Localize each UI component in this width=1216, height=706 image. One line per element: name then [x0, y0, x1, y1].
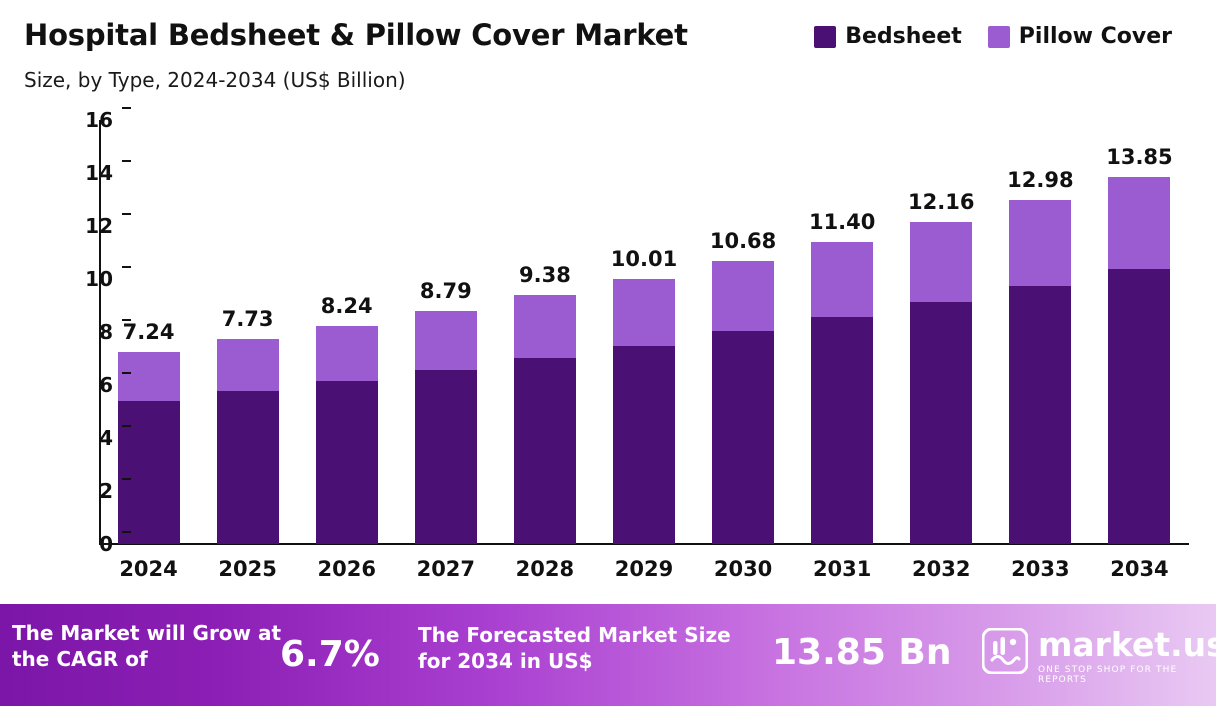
legend-label: Bedsheet	[845, 24, 962, 49]
bar-column[interactable]: 7.24	[117, 320, 180, 544]
y-axis-tick-label: 8	[53, 319, 131, 344]
brand-name: market.us	[1038, 625, 1216, 664]
bar-segment-pillow-cover[interactable]	[315, 325, 378, 381]
bar-total-label: 12.98	[1007, 168, 1074, 193]
x-axis-label: 2025	[218, 557, 277, 581]
plot-area: 7.24 7.73 8.24 8.79 9.38 10.01 10.68 11.40 12.16…	[99, 120, 1189, 544]
bar-total-label: 8.79	[419, 279, 472, 304]
bar-segment-bedsheet[interactable]	[1108, 269, 1171, 544]
bar-segment-bedsheet[interactable]	[216, 390, 279, 544]
bar-total-label: 7.73	[221, 307, 274, 332]
chart-legend: Bedsheet Pillow Cover	[814, 24, 1172, 49]
bar-segment-pillow-cover[interactable]	[216, 339, 279, 391]
brand-tagline: ONE STOP SHOP FOR THE REPORTS	[1038, 665, 1178, 685]
y-axis-tick-label: 2	[53, 478, 131, 503]
y-axis-tick-mark	[122, 266, 131, 268]
bar-segment-pillow-cover[interactable]	[117, 352, 180, 401]
y-axis-tick-mark	[122, 478, 131, 480]
bar-segment-pillow-cover[interactable]	[613, 278, 675, 346]
bar-column[interactable]: 12.16	[908, 190, 974, 544]
cagr-label: The Market will Grow at the CAGR of	[12, 621, 282, 671]
bar-total-label: 13.85	[1106, 144, 1173, 169]
bar-total-label: 12.16	[908, 189, 975, 214]
legend-swatch-icon	[814, 25, 837, 48]
bar-total-label: 10.01	[610, 246, 678, 271]
bar-total-label: 8.24	[320, 293, 373, 318]
market-us-logo-icon	[981, 627, 1029, 675]
bar-column[interactable]: 11.40	[809, 210, 875, 544]
x-axis-label: 2026	[317, 557, 376, 581]
bar-total-label: 11.40	[808, 209, 876, 234]
x-axis-label: 2029	[614, 557, 674, 581]
bar-total-label: 7.24	[122, 320, 175, 345]
page-title: Hospital Bedsheet & Pillow Cover Market	[24, 18, 688, 52]
bar-segment-pillow-cover[interactable]	[712, 261, 775, 332]
bar-column[interactable]: 8.79	[414, 279, 477, 544]
y-axis-tick-label: 16	[53, 107, 131, 132]
brand-text: market.us ONE STOP SHOP FOR THE REPORTS	[1038, 625, 1216, 686]
bar-segment-bedsheet[interactable]	[811, 317, 874, 544]
y-axis-tick-mark	[122, 160, 131, 162]
bar-segment-pillow-cover[interactable]	[811, 241, 874, 318]
bar-segment-bedsheet[interactable]	[117, 400, 180, 544]
bar-segment-pillow-cover[interactable]	[1009, 200, 1072, 287]
x-axis-labels: 2024 2025 2026 2027 2028 2029 2030 2031 2032 2033…	[99, 557, 1189, 591]
y-axis-tick-label: 4	[53, 425, 131, 450]
bar-column[interactable]: 9.38	[513, 263, 576, 544]
page-subtitle: Size, by Type, 2024-2034 (US$ Billion)	[24, 68, 406, 92]
y-axis-tick-mark	[122, 372, 131, 374]
x-axis-label: 2030	[713, 557, 773, 581]
y-axis-tick-label: 14	[53, 160, 131, 185]
bar-segment-pillow-cover[interactable]	[513, 295, 576, 358]
y-axis-tick-label: 12	[53, 213, 131, 238]
bar-column[interactable]: 10.68	[710, 229, 776, 544]
bar-column[interactable]: 10.01	[611, 247, 677, 544]
y-axis-tick-label: 6	[53, 372, 131, 397]
cagr-value: 6.7%	[280, 634, 380, 675]
bar-column[interactable]: 7.73	[216, 307, 279, 544]
brand-block: market.us ONE STOP SHOP FOR THE REPORTS	[981, 625, 1216, 686]
bar-segment-pillow-cover[interactable]	[414, 311, 477, 370]
x-axis-label: 2034	[1110, 557, 1169, 581]
y-axis-tick-label: 0	[53, 531, 131, 556]
bar-segment-bedsheet[interactable]	[414, 369, 477, 544]
forecast-value: 13.85 Bn	[772, 632, 952, 673]
x-axis-label: 2032	[912, 557, 971, 581]
y-axis-tick-label: 10	[53, 266, 131, 291]
x-axis-line	[99, 543, 1189, 545]
bar-segment-bedsheet[interactable]	[513, 357, 576, 544]
bar-segment-bedsheet[interactable]	[910, 302, 973, 544]
bar-segment-pillow-cover[interactable]	[1108, 176, 1171, 270]
forecast-label: The Forecasted Market Size for 2034 in U…	[418, 623, 731, 673]
bar-total-label: 10.68	[709, 228, 777, 253]
legend-swatch-icon	[987, 25, 1010, 48]
bar-total-label: 9.38	[518, 263, 571, 288]
bar-column[interactable]: 13.85	[1106, 145, 1173, 544]
y-axis-tick-mark	[122, 425, 131, 427]
bar-segment-bedsheet[interactable]	[315, 380, 378, 544]
bar-segment-bedsheet[interactable]	[1009, 286, 1072, 544]
bar-segment-bedsheet[interactable]	[712, 331, 775, 544]
bar-group: 7.24 7.73 8.24 8.79 9.38 10.01 10.68 11.40 12.16…	[99, 120, 1189, 544]
y-axis-tick-mark	[122, 107, 131, 109]
y-axis-tick-mark	[122, 213, 131, 215]
footer-banner: The Market will Grow at the CAGR of 6.7%…	[0, 604, 1216, 706]
x-axis-label: 2028	[515, 557, 575, 581]
legend-item-pillow-cover[interactable]: Pillow Cover	[987, 24, 1172, 49]
bar-column[interactable]: 8.24	[315, 294, 378, 544]
x-axis-label: 2024	[119, 557, 178, 581]
y-axis-tick-mark	[122, 531, 131, 533]
legend-label: Pillow Cover	[1018, 24, 1172, 49]
x-axis-label: 2033	[1011, 557, 1070, 581]
bar-segment-bedsheet[interactable]	[613, 345, 675, 544]
x-axis-label: 2027	[416, 557, 476, 581]
bar-column[interactable]: 12.98	[1007, 168, 1074, 544]
bar-segment-pillow-cover[interactable]	[910, 221, 973, 303]
y-axis-line	[99, 120, 101, 544]
y-axis-tick-mark	[122, 319, 131, 321]
legend-item-bedsheet[interactable]: Bedsheet	[814, 24, 962, 49]
x-axis-label: 2031	[812, 557, 872, 581]
